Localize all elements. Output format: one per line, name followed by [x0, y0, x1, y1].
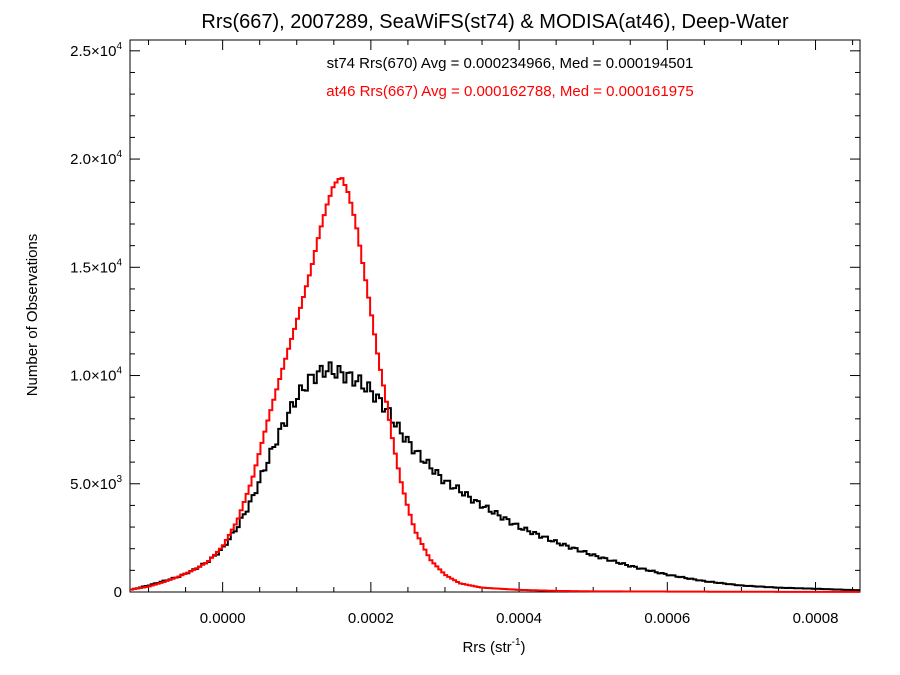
y-axis-label: Number of Observations [24, 234, 41, 397]
y-tick-label: 0 [114, 584, 122, 601]
x-axis-label-close: ) [521, 639, 526, 656]
plot-border [129, 39, 861, 593]
plot-frame [129, 39, 861, 593]
x-axis-label-superscript: -1 [512, 637, 521, 648]
series-st74-line [130, 361, 861, 592]
x-axis-label-main: Rrs (str [462, 639, 511, 656]
x-tick-label: 0.0002 [348, 610, 394, 627]
y-tick-mantissa: 5.0×10 [70, 476, 116, 493]
x-tick-label: 0.0006 [644, 610, 690, 627]
y-tick-exponent: 4 [116, 366, 122, 377]
y-tick-exponent: 4 [116, 257, 122, 268]
y-tick-mantissa: 1.5×10 [70, 259, 116, 276]
x-tick-label: 0.0004 [496, 610, 542, 627]
x-axis-label: Rrs (str-1) [462, 637, 525, 656]
x-axis-ticks: 0.0000 0.0002 0.0004 0.0006 0.0008 [148, 40, 854, 627]
series-layer [130, 177, 861, 593]
y-tick-label: 1.5×104 [70, 257, 122, 276]
annotation-at46: at46 Rrs(667) Avg = 0.000162788, Med = 0… [326, 83, 694, 100]
y-tick-mantissa: 2.5×10 [70, 43, 116, 60]
y-tick-label: 5.0×103 [70, 474, 122, 493]
y-tick-mantissa: 2.0×10 [70, 151, 116, 168]
y-tick-exponent: 3 [116, 474, 122, 485]
y-tick-label: 1.0×104 [70, 366, 122, 385]
annotation-st74: st74 Rrs(670) Avg = 0.000234966, Med = 0… [327, 55, 694, 72]
x-tick-label: 0.0008 [793, 610, 839, 627]
x-tick-label: 0.0000 [200, 610, 246, 627]
y-tick-label: 2.5×104 [70, 41, 122, 60]
y-tick-mantissa: 0 [114, 584, 122, 601]
y-tick-exponent: 4 [116, 41, 122, 52]
y-tick-mantissa: 1.0×10 [70, 368, 116, 385]
chart-title: Rrs(667), 2007289, SeaWiFS(st74) & MODIS… [201, 11, 789, 33]
y-tick-exponent: 4 [116, 149, 122, 160]
series-at46-line [130, 177, 860, 593]
y-tick-label: 2.0×104 [70, 149, 122, 168]
